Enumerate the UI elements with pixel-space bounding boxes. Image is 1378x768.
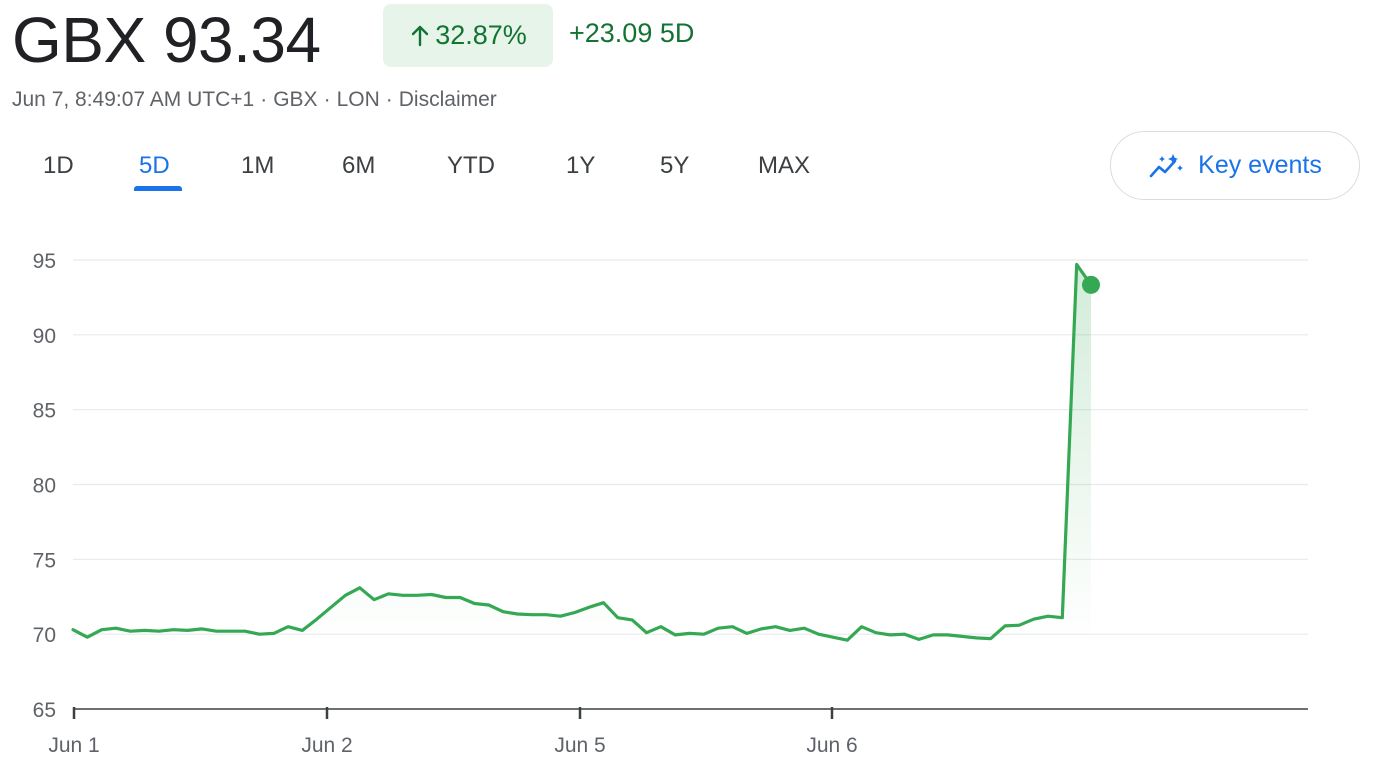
percent-change-badge: 32.87%: [383, 4, 553, 67]
price-header: GBX 93.34: [12, 0, 321, 80]
y-tick-label: 95: [33, 250, 56, 273]
timestamp: Jun 7, 8:49:07 AM UTC+1: [12, 88, 255, 111]
tab-5y[interactable]: 5Y: [660, 152, 690, 179]
percent-change-value: 32.87%: [435, 20, 527, 50]
arrow-up-icon: [412, 25, 429, 46]
tab-max[interactable]: MAX: [758, 152, 811, 179]
active-tab-indicator: [134, 186, 182, 191]
tab-1d[interactable]: 1D: [43, 152, 74, 179]
current-price: GBX 93.34: [12, 4, 321, 76]
key-events-button[interactable]: Key events: [1110, 131, 1360, 200]
tab-1m[interactable]: 1M: [241, 152, 275, 179]
y-tick-label: 65: [33, 699, 56, 722]
exchange: LON: [336, 88, 380, 111]
y-tick-label: 75: [33, 549, 56, 572]
y-tick-label: 85: [33, 400, 56, 423]
x-tick-label: Jun 1: [48, 734, 99, 757]
absolute-change: +23.09 5D: [569, 18, 695, 48]
disclaimer-link[interactable]: Disclaimer: [398, 88, 497, 111]
last-price-point: [1082, 275, 1100, 294]
price-chart: 95 90 85 80 75 70 65 Jun 1 Jun 2 Jun 5 Jun 6: [33, 250, 1308, 757]
price-line: [71, 262, 1093, 642]
y-tick-label: 80: [33, 475, 56, 498]
quote-meta: Jun 7, 8:49:07 AM UTC+1 · GBX · LON · Disclaim…: [12, 88, 497, 111]
x-tick-label: Jun 6: [806, 734, 857, 757]
key-events-label: Key events: [1198, 151, 1322, 179]
y-tick-label: 90: [33, 325, 56, 348]
x-tick-label: Jun 2: [301, 734, 352, 757]
tab-6m[interactable]: 6M: [342, 152, 376, 179]
tab-1y[interactable]: 1Y: [566, 152, 596, 179]
y-tick-label: 70: [33, 624, 56, 647]
x-tick-label: Jun 5: [554, 734, 605, 757]
price-area-fill: [73, 264, 1091, 641]
tab-ytd[interactable]: YTD: [447, 152, 495, 179]
tab-5d[interactable]: 5D: [139, 152, 170, 179]
sparkle-trend-icon: [1149, 153, 1184, 177]
currency: GBX: [273, 88, 318, 111]
